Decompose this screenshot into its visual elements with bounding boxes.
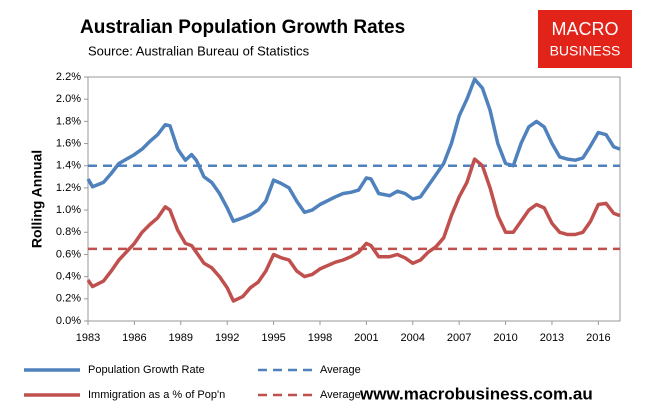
y-tick-label: 0.0% — [56, 315, 81, 327]
x-tick-label: 2007 — [447, 332, 471, 344]
x-tick-label: 2001 — [354, 332, 378, 344]
x-tick-label: 1989 — [169, 332, 193, 344]
logo-box — [538, 10, 632, 68]
y-tick-label: 1.2% — [56, 182, 81, 194]
x-tick-label: 1986 — [122, 332, 146, 344]
chart-title: Australian Population Growth Rates — [80, 17, 405, 38]
y-axis-label: Rolling Annual — [29, 150, 45, 248]
y-tick-label: 0.2% — [56, 293, 81, 305]
series-line — [86, 77, 621, 223]
y-tick-label: 0.4% — [56, 271, 81, 283]
x-tick-label: 1992 — [215, 332, 239, 344]
logo-text: MACRO — [552, 19, 619, 39]
y-tick-label: 1.4% — [56, 160, 81, 172]
y-tick-label: 2.0% — [56, 93, 81, 105]
x-tick-label: 2016 — [586, 332, 610, 344]
y-tick-label: 1.0% — [56, 204, 81, 216]
y-tick-label: 0.6% — [56, 248, 81, 260]
series-line — [86, 157, 621, 303]
x-tick-label: 1995 — [261, 332, 285, 344]
legend-label: Immigration as a % of Pop'n — [88, 389, 225, 401]
x-tick-label: 2004 — [401, 332, 425, 344]
x-tick-label: 2013 — [540, 332, 564, 344]
legend-label: Population Growth Rate — [88, 364, 205, 376]
y-tick-label: 1.8% — [56, 115, 81, 127]
y-tick-label: 2.2% — [56, 71, 81, 83]
x-tick-label: 2010 — [493, 332, 517, 344]
footer: www.macrobusiness.com.au — [359, 384, 593, 403]
logo-text: BUSINESS — [550, 43, 621, 59]
legend-label: Average — [320, 389, 361, 401]
plot-frame — [87, 76, 621, 322]
legend-label: Average — [320, 364, 361, 376]
x-tick-label: 1983 — [76, 332, 100, 344]
y-tick-label: 1.6% — [56, 137, 81, 149]
x-tick-label: 1998 — [308, 332, 332, 344]
y-tick-label: 0.8% — [56, 226, 81, 238]
chart-subtitle: Source: Australian Bureau of Statistics — [88, 43, 310, 58]
